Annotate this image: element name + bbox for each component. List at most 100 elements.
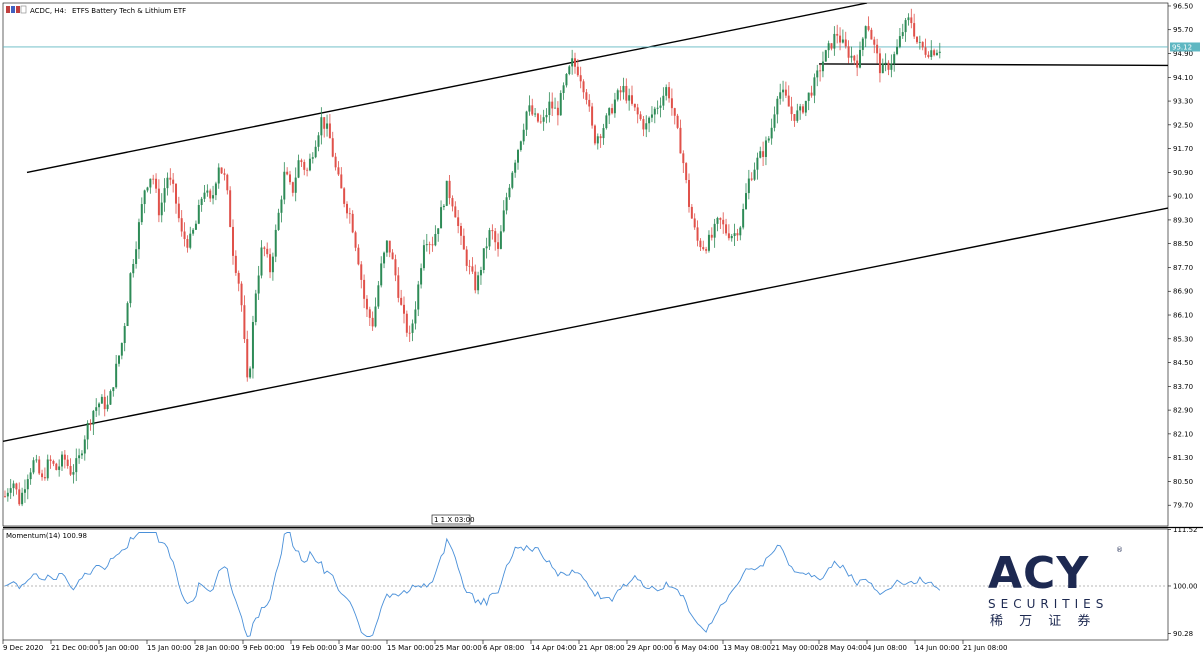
price-tick-label: 82.90 xyxy=(1173,407,1193,415)
candle-body xyxy=(485,246,488,249)
candle-body xyxy=(568,66,571,75)
current-price-box xyxy=(1170,42,1200,52)
candle-body xyxy=(35,459,38,461)
candle-body xyxy=(234,255,237,273)
candle-body xyxy=(69,466,72,475)
candle-body xyxy=(23,489,26,493)
candle-body xyxy=(137,222,140,250)
time-tick-label: 6 May 04:00 xyxy=(675,644,719,652)
candlestick-series xyxy=(4,8,941,507)
candle-body xyxy=(294,177,297,193)
candle-body xyxy=(790,106,793,115)
candle-body xyxy=(605,115,608,129)
candle-body xyxy=(924,47,927,55)
candle-body xyxy=(747,178,750,194)
candle-body xyxy=(730,235,733,239)
time-tick-label: 29 Apr 00:00 xyxy=(627,644,673,652)
candle-body xyxy=(257,275,260,294)
candle-body xyxy=(821,61,824,72)
candle-body xyxy=(420,268,423,285)
candle-body xyxy=(876,44,879,54)
candle-body xyxy=(451,198,454,207)
candle-body xyxy=(206,190,209,193)
candle-body xyxy=(72,472,75,475)
candle-body xyxy=(243,305,246,340)
candle-body xyxy=(249,368,252,378)
momentum-label: Momentum(14) 100.98 xyxy=(6,532,87,540)
candle-body xyxy=(98,403,101,408)
time-tick-label: 4 Jun 08:00 xyxy=(867,644,907,652)
candle-body xyxy=(719,217,722,220)
candle-body xyxy=(462,235,465,250)
candle-body xyxy=(254,293,257,323)
candle-body xyxy=(422,245,425,269)
trendline-lower-channel[interactable] xyxy=(3,207,1168,442)
candle-body xyxy=(742,209,745,228)
main-pane[interactable] xyxy=(2,2,1169,527)
candle-body xyxy=(762,151,765,157)
candle-body xyxy=(616,90,619,100)
candle-body xyxy=(63,454,66,460)
price-tick-label: 86.90 xyxy=(1173,288,1193,296)
candle-body xyxy=(536,113,539,122)
candle-body xyxy=(374,306,377,327)
price-tick-label: 85.30 xyxy=(1173,335,1193,343)
candle-body xyxy=(166,177,169,189)
candle-body xyxy=(619,90,622,93)
momentum-pane[interactable] xyxy=(2,528,1169,641)
logo-brand: ACY xyxy=(988,548,1089,599)
candle-body xyxy=(770,127,773,139)
candle-body xyxy=(460,226,462,236)
candle-body xyxy=(363,279,366,299)
candle-body xyxy=(169,177,172,180)
candle-body xyxy=(115,363,118,388)
candle-body xyxy=(514,162,517,173)
candle-body xyxy=(793,114,796,121)
candle-body xyxy=(274,229,277,257)
candle-body xyxy=(767,138,770,141)
candle-body xyxy=(802,106,804,113)
candle-body xyxy=(710,234,713,238)
candle-body xyxy=(58,466,61,470)
candle-body xyxy=(454,206,457,218)
candle-body xyxy=(186,239,189,248)
price-tick-label: 87.70 xyxy=(1173,264,1193,272)
candle-body xyxy=(365,298,368,310)
trendline-support-level[interactable] xyxy=(818,63,1168,67)
candle-body xyxy=(853,55,856,61)
candle-body xyxy=(21,492,24,505)
candle-body xyxy=(739,227,742,236)
chart-shift-marker[interactable]: 1 1 X 03:00 xyxy=(431,514,475,525)
candle-body xyxy=(873,39,876,45)
candle-body xyxy=(377,285,380,307)
candle-body xyxy=(864,26,867,39)
candle-body xyxy=(782,89,785,93)
candle-body xyxy=(66,459,69,467)
candle-body xyxy=(240,283,243,306)
candle-body xyxy=(670,98,673,109)
time-tick-label: 14 Apr 04:00 xyxy=(531,644,577,652)
candle-body xyxy=(320,117,323,136)
candle-body xyxy=(545,114,548,118)
candle-body xyxy=(437,228,440,234)
candle-body xyxy=(662,95,665,106)
logo-securities: SECURITIES xyxy=(988,597,1108,611)
trendline-upper-channel[interactable] xyxy=(26,3,868,174)
candle-body xyxy=(283,171,286,200)
candle-body xyxy=(263,247,266,249)
candle-body xyxy=(175,183,177,204)
time-tick-label: 28 May 04:00 xyxy=(819,644,867,652)
candle-body xyxy=(628,95,631,101)
price-tick-label: 91.70 xyxy=(1173,145,1193,153)
candle-body xyxy=(913,23,916,37)
candle-body xyxy=(756,157,759,170)
candle-body xyxy=(633,103,636,108)
candle-body xyxy=(280,199,283,213)
candle-body xyxy=(300,160,303,163)
candle-body xyxy=(648,117,651,124)
candle-body xyxy=(830,43,833,49)
candle-body xyxy=(445,180,448,206)
candle-body xyxy=(246,339,249,378)
chart-type-icon xyxy=(6,6,10,13)
